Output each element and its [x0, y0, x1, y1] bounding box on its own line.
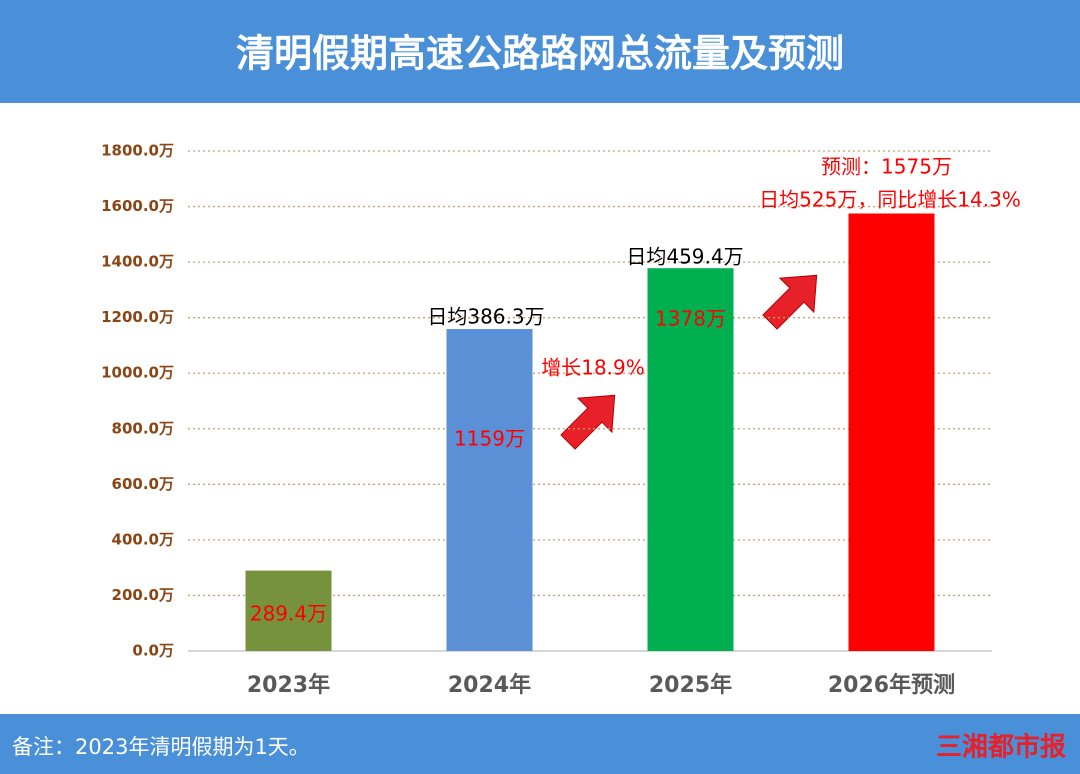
x-tick-label: 2026年预测 [828, 672, 955, 698]
value-label: 289.4万 [250, 602, 327, 626]
value-label: 1159万 [454, 427, 525, 451]
y-tick-label: 0.0万 [132, 642, 174, 660]
y-tick-label: 1800.0万 [101, 142, 174, 160]
bar [647, 268, 734, 651]
annotation: 增长18.9% [541, 356, 645, 380]
chart-title: 清明假期高速公路路网总流量及预测 [236, 32, 844, 76]
y-tick-label: 800.0万 [112, 419, 174, 437]
source-brand: 三湘都市报 [936, 732, 1066, 763]
annotation: 日均459.4万 [626, 245, 743, 269]
footer-band [0, 714, 1080, 774]
y-tick-label: 1400.0万 [101, 253, 174, 271]
y-tick-label: 1600.0万 [101, 197, 174, 215]
bar [848, 213, 935, 651]
value-label: 预测：1575万 [821, 155, 952, 179]
y-tick-label: 600.0万 [112, 475, 174, 493]
x-tick-label: 2025年 [649, 672, 732, 698]
arrow [560, 394, 616, 450]
value-label: 1378万 [655, 307, 726, 331]
x-tick-label: 2024年 [448, 672, 531, 698]
y-tick-label: 1000.0万 [101, 364, 174, 382]
y-tick-label: 400.0万 [112, 530, 174, 548]
bar [446, 329, 533, 651]
x-tick-label: 2023年 [247, 672, 330, 698]
y-tick-label: 200.0万 [112, 586, 174, 604]
y-tick-label: 1200.0万 [101, 308, 174, 326]
annotation: 日均386.3万 [427, 305, 544, 329]
bar [245, 570, 332, 651]
arrow [762, 274, 818, 330]
footnote: 备注：2023年清明假期为1天。 [12, 735, 310, 759]
annotation: 日均525万，同比增长14.3% [759, 188, 1021, 212]
header-band [0, 0, 1080, 103]
